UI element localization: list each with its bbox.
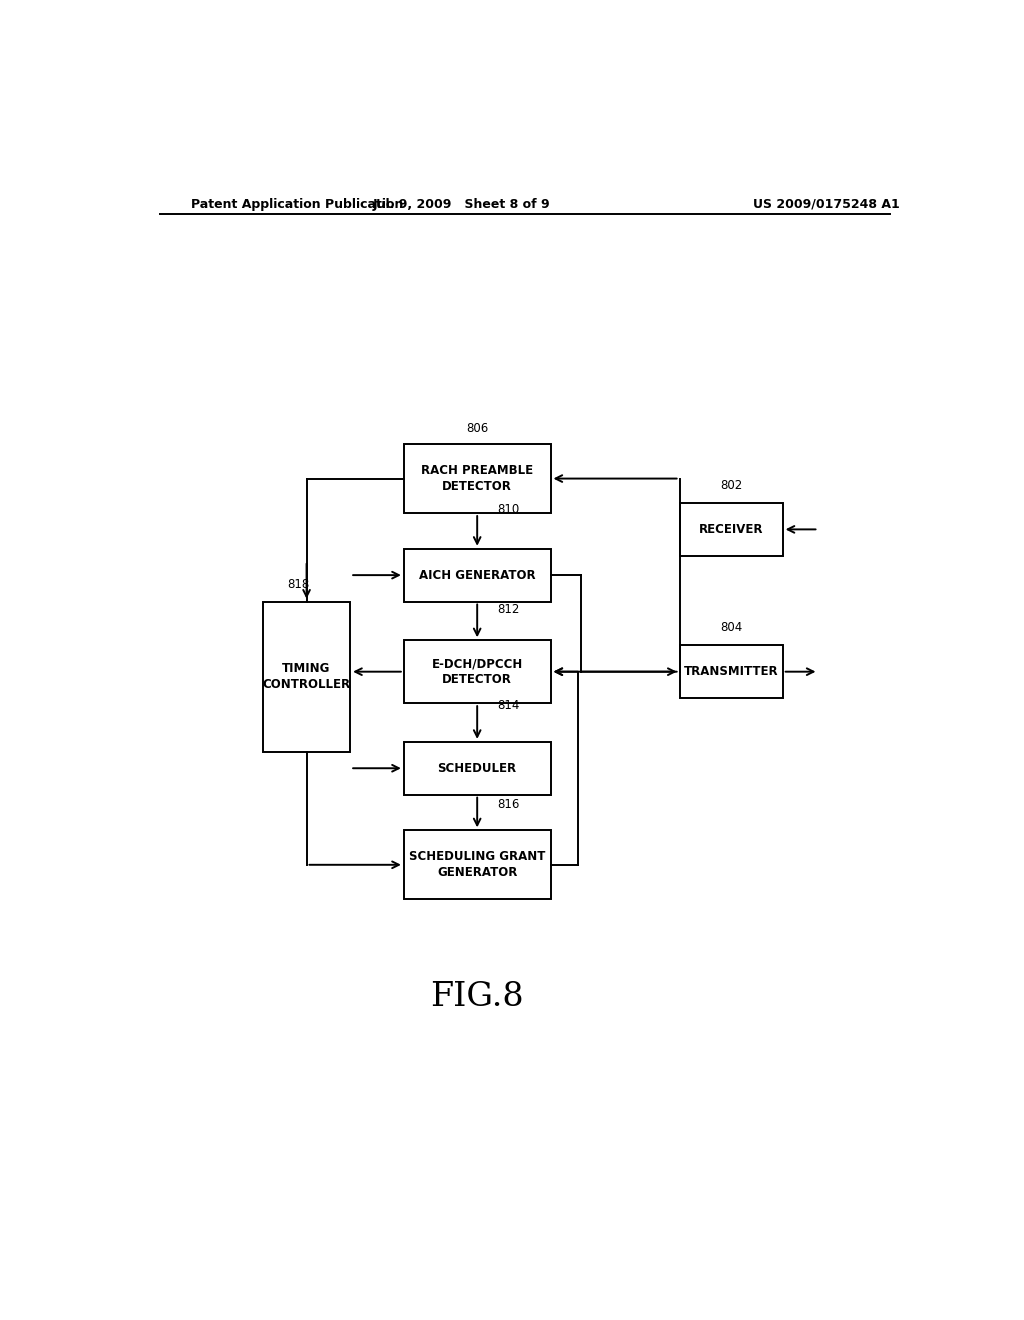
- Text: 814: 814: [497, 700, 519, 713]
- Text: Patent Application Publication: Patent Application Publication: [191, 198, 403, 211]
- Bar: [680, 645, 782, 698]
- Text: Jul. 9, 2009   Sheet 8 of 9: Jul. 9, 2009 Sheet 8 of 9: [373, 198, 550, 211]
- Text: RACH PREAMBLE
DETECTOR: RACH PREAMBLE DETECTOR: [421, 465, 534, 494]
- Bar: [403, 742, 551, 795]
- Text: 802: 802: [720, 479, 742, 492]
- Text: 818: 818: [288, 578, 309, 591]
- Text: SCHEDULING GRANT
GENERATOR: SCHEDULING GRANT GENERATOR: [409, 850, 546, 879]
- Text: 816: 816: [497, 797, 519, 810]
- Bar: [403, 444, 551, 513]
- Text: TRANSMITTER: TRANSMITTER: [684, 665, 778, 678]
- Text: 804: 804: [720, 622, 742, 634]
- Text: SCHEDULER: SCHEDULER: [437, 762, 517, 775]
- Text: E-DCH/DPCCH
DETECTOR: E-DCH/DPCCH DETECTOR: [431, 657, 523, 686]
- Bar: [403, 830, 551, 899]
- Text: RECEIVER: RECEIVER: [699, 523, 763, 536]
- Bar: [263, 602, 350, 752]
- Text: US 2009/0175248 A1: US 2009/0175248 A1: [753, 198, 900, 211]
- Bar: [680, 503, 782, 556]
- Text: AICH GENERATOR: AICH GENERATOR: [419, 569, 536, 582]
- Bar: [403, 640, 551, 704]
- Bar: [403, 549, 551, 602]
- Text: 812: 812: [497, 603, 519, 615]
- Text: FIG.8: FIG.8: [430, 981, 524, 1012]
- Text: 806: 806: [466, 422, 488, 434]
- Text: 810: 810: [497, 503, 519, 516]
- Text: TIMING
CONTROLLER: TIMING CONTROLLER: [262, 663, 350, 692]
